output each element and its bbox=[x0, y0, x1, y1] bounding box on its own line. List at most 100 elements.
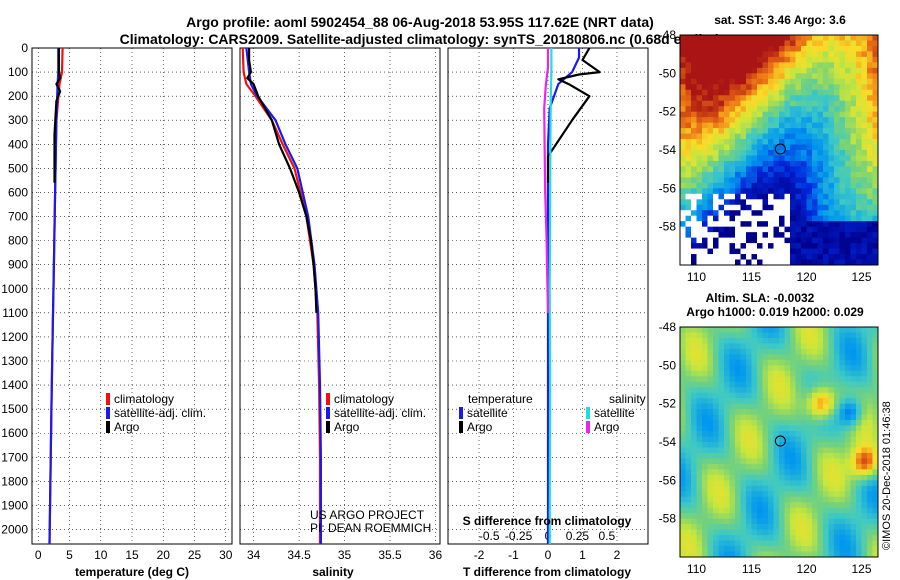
heatmap-cell bbox=[850, 95, 857, 102]
heatmap-cell bbox=[702, 193, 708, 200]
heatmap-cell bbox=[845, 463, 851, 470]
heatmap-cell bbox=[801, 458, 807, 465]
heatmap-cell bbox=[773, 496, 780, 503]
heatmap-cell bbox=[861, 84, 868, 91]
x-tick-label: 36 bbox=[429, 548, 443, 562]
heatmap-cell bbox=[729, 155, 736, 162]
heatmap-cell bbox=[823, 199, 829, 206]
heatmap-cell bbox=[801, 128, 807, 135]
heatmap-cell bbox=[845, 95, 851, 102]
heatmap-cell bbox=[823, 193, 829, 200]
heatmap-cell bbox=[828, 122, 835, 129]
heatmap-cell bbox=[773, 546, 780, 553]
heatmap-cell bbox=[845, 67, 851, 74]
heatmap-cell bbox=[718, 248, 725, 255]
heatmap-cell bbox=[724, 171, 730, 178]
heatmap-cell bbox=[812, 332, 818, 339]
heatmap-cell bbox=[861, 392, 868, 399]
heatmap-cell bbox=[702, 414, 708, 421]
heatmap-cell bbox=[817, 480, 824, 487]
heatmap-cell bbox=[867, 529, 873, 536]
heatmap-cell bbox=[817, 359, 824, 366]
legend-satellite-swatch bbox=[106, 407, 110, 419]
heatmap-cell bbox=[779, 458, 785, 465]
heatmap-cell bbox=[801, 232, 807, 239]
heatmap-cell bbox=[702, 248, 708, 255]
heatmap-cell bbox=[691, 155, 697, 162]
heatmap-cell bbox=[806, 370, 813, 377]
heatmap-cell bbox=[713, 496, 719, 503]
heatmap-cell bbox=[867, 442, 873, 448]
heatmap-cell bbox=[795, 133, 802, 140]
heatmap-cell bbox=[746, 78, 752, 85]
heatmap-cell bbox=[872, 327, 879, 333]
heatmap-cell bbox=[724, 365, 730, 372]
heatmap-cell bbox=[680, 45, 686, 52]
heatmap-cell bbox=[691, 78, 697, 85]
heatmap-cell bbox=[784, 177, 791, 184]
s-diff-tick-label: 0.5 bbox=[598, 529, 615, 543]
heatmap-cell bbox=[790, 469, 796, 476]
heatmap-cell bbox=[801, 160, 807, 167]
heatmap-cell bbox=[856, 188, 862, 195]
heatmap-cell bbox=[845, 171, 851, 178]
heatmap-cell bbox=[735, 551, 741, 558]
heatmap-cell bbox=[735, 513, 741, 520]
heatmap-cell bbox=[817, 133, 824, 140]
heatmap-cell bbox=[861, 254, 868, 261]
heatmap-cell bbox=[696, 332, 703, 339]
heatmap-cell bbox=[729, 392, 736, 399]
heatmap-cell bbox=[718, 529, 725, 536]
heatmap-cell bbox=[680, 237, 686, 244]
heatmap-cell bbox=[724, 45, 730, 52]
heatmap-cell bbox=[812, 237, 818, 244]
heatmap-cell bbox=[850, 458, 857, 465]
heatmap-cell bbox=[729, 188, 736, 195]
heatmap-cell bbox=[790, 128, 796, 135]
heatmap-cell bbox=[850, 84, 857, 91]
heatmap-cell bbox=[718, 409, 725, 416]
heatmap-cell bbox=[845, 155, 851, 162]
heatmap-cell bbox=[839, 67, 846, 74]
heatmap-cell bbox=[680, 89, 686, 96]
heatmap-cell bbox=[861, 144, 868, 151]
heatmap-cell bbox=[779, 259, 785, 266]
heatmap-cell bbox=[795, 343, 802, 350]
heatmap-cell bbox=[762, 452, 769, 459]
heatmap-cell bbox=[702, 409, 708, 416]
heatmap-cell bbox=[801, 139, 807, 146]
heatmap-cell bbox=[740, 469, 747, 476]
heatmap-cell bbox=[680, 166, 686, 173]
heatmap-cell bbox=[850, 56, 857, 63]
heatmap-cell bbox=[801, 35, 807, 41]
profile-line-satellite-adj-clim- bbox=[48, 48, 60, 545]
heatmap-cell bbox=[861, 546, 868, 553]
heatmap-cell bbox=[713, 67, 719, 74]
heatmap-cell bbox=[768, 139, 774, 146]
heatmap-cell bbox=[729, 248, 736, 255]
heatmap-cell bbox=[801, 403, 807, 410]
heatmap-cell bbox=[680, 171, 686, 178]
heatmap-cell bbox=[823, 540, 829, 547]
heatmap-cell bbox=[746, 188, 752, 195]
heatmap-cell bbox=[768, 182, 774, 189]
heatmap-cell bbox=[724, 95, 730, 102]
heatmap-cell bbox=[773, 535, 780, 542]
heatmap-cell bbox=[691, 551, 697, 558]
heatmap-cell bbox=[784, 337, 791, 344]
heatmap-cell bbox=[702, 398, 708, 405]
salinity-tick-labels: 34 34.5 35 35.5 36 bbox=[247, 548, 442, 562]
heatmap-cell bbox=[685, 215, 692, 222]
heatmap-cell bbox=[834, 535, 840, 542]
heatmap-cell bbox=[746, 254, 752, 261]
heatmap-cell bbox=[740, 133, 747, 140]
heatmap-cell bbox=[757, 78, 763, 85]
heatmap-cell bbox=[867, 513, 873, 520]
heatmap-cell bbox=[801, 226, 807, 233]
heatmap-cell bbox=[735, 469, 741, 476]
heatmap-cell bbox=[850, 474, 857, 481]
heatmap-cell bbox=[757, 237, 763, 244]
heatmap-cell bbox=[696, 117, 703, 124]
heatmap-cell bbox=[856, 381, 862, 388]
heatmap-cell bbox=[707, 45, 714, 52]
